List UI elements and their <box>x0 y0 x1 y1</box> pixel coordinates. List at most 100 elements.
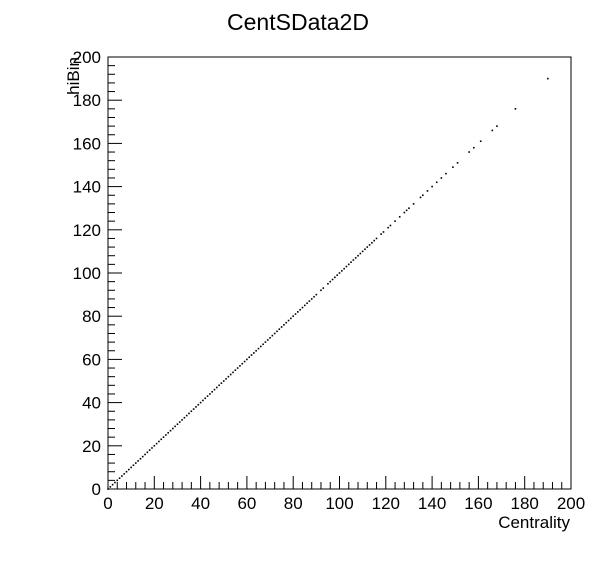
y-tick-label: 100 <box>73 264 101 283</box>
data-point <box>155 442 158 445</box>
data-point <box>125 470 128 473</box>
data-point <box>211 391 213 393</box>
data-point <box>491 129 494 132</box>
data-point <box>472 146 475 149</box>
data-point <box>364 248 366 251</box>
data-point <box>387 226 389 229</box>
data-point <box>229 373 232 376</box>
data-point <box>204 397 207 400</box>
data-point <box>290 317 292 320</box>
data-point <box>128 468 130 471</box>
data-point <box>132 464 135 467</box>
data-point <box>366 246 369 248</box>
data-point <box>185 414 188 417</box>
data-point <box>144 453 146 456</box>
data-point <box>343 267 345 270</box>
data-point <box>294 313 297 315</box>
data-point <box>394 220 396 222</box>
data-point <box>320 289 322 292</box>
data-point <box>359 252 362 255</box>
data-point <box>468 151 470 153</box>
y-tick-label: 180 <box>73 91 101 110</box>
data-point <box>121 475 123 477</box>
data-point <box>419 196 422 199</box>
data-point <box>169 429 172 432</box>
data-point <box>285 321 288 324</box>
data-point <box>350 261 352 263</box>
data-point <box>331 278 334 281</box>
y-axis-tick-labels: 0 20 40 60 80 100 120 140 160 180 200 <box>73 48 101 499</box>
data-point <box>303 304 306 307</box>
data-point <box>153 445 156 447</box>
data-point <box>236 367 239 369</box>
data-point <box>297 311 299 313</box>
data-point <box>269 337 271 339</box>
data-point <box>479 140 482 143</box>
data-point <box>345 265 348 268</box>
data-point <box>322 287 325 289</box>
x-axis-tick-labels: 0 20 40 60 80 100 120 140 160 180 200 <box>103 494 585 513</box>
x-tick-label: 140 <box>418 494 446 513</box>
data-point <box>160 438 163 441</box>
data-point <box>190 410 193 413</box>
data-point <box>213 388 216 391</box>
data-point <box>137 460 139 462</box>
data-point <box>178 421 181 423</box>
y-tick-label: 200 <box>73 48 101 67</box>
data-point <box>327 283 329 285</box>
data-point <box>278 328 281 330</box>
data-point <box>250 354 253 356</box>
data-point <box>329 280 332 283</box>
data-point <box>445 172 447 175</box>
data-point <box>257 347 260 350</box>
data-point <box>123 473 126 475</box>
data-point <box>253 352 255 354</box>
data-point <box>111 483 114 486</box>
data-point <box>172 427 174 430</box>
y-tick-label: 20 <box>82 437 101 456</box>
data-point <box>338 272 341 274</box>
data-point <box>308 300 311 302</box>
data-point <box>114 481 116 484</box>
data-point <box>306 302 308 305</box>
data-point <box>148 449 151 451</box>
data-point <box>368 244 371 246</box>
x-axis-ticks <box>107 476 572 489</box>
x-tick-label: 80 <box>284 494 303 513</box>
data-point <box>197 403 200 406</box>
data-point <box>222 380 225 382</box>
data-point <box>426 190 429 192</box>
data-point <box>139 457 142 460</box>
data-point <box>334 276 336 279</box>
y-axis-ticks <box>108 56 122 490</box>
data-point <box>158 440 160 443</box>
data-point <box>408 207 410 209</box>
data-point <box>146 451 149 454</box>
y-tick-label: 160 <box>73 134 101 153</box>
data-point <box>452 166 454 168</box>
data-point <box>341 270 343 272</box>
y-tick-label: 140 <box>73 178 101 197</box>
y-tick-label: 0 <box>92 480 101 499</box>
data-point <box>218 384 220 387</box>
data-point <box>389 224 392 227</box>
x-tick-label: 200 <box>557 494 585 513</box>
chart-title: CentSData2D <box>227 9 369 35</box>
data-point <box>151 447 153 449</box>
data-point <box>216 386 218 389</box>
data-point <box>246 358 248 361</box>
data-point <box>280 326 283 328</box>
data-point <box>266 339 269 341</box>
data-point <box>315 293 318 296</box>
data-point <box>456 162 459 164</box>
data-point <box>232 371 234 374</box>
data-point <box>199 401 202 404</box>
data-point <box>373 239 376 242</box>
data-point <box>243 360 246 363</box>
data-point <box>234 369 237 371</box>
data-point <box>514 108 517 110</box>
y-tick-label: 120 <box>73 221 101 240</box>
data-point <box>264 341 267 343</box>
x-tick-label: 180 <box>511 494 539 513</box>
